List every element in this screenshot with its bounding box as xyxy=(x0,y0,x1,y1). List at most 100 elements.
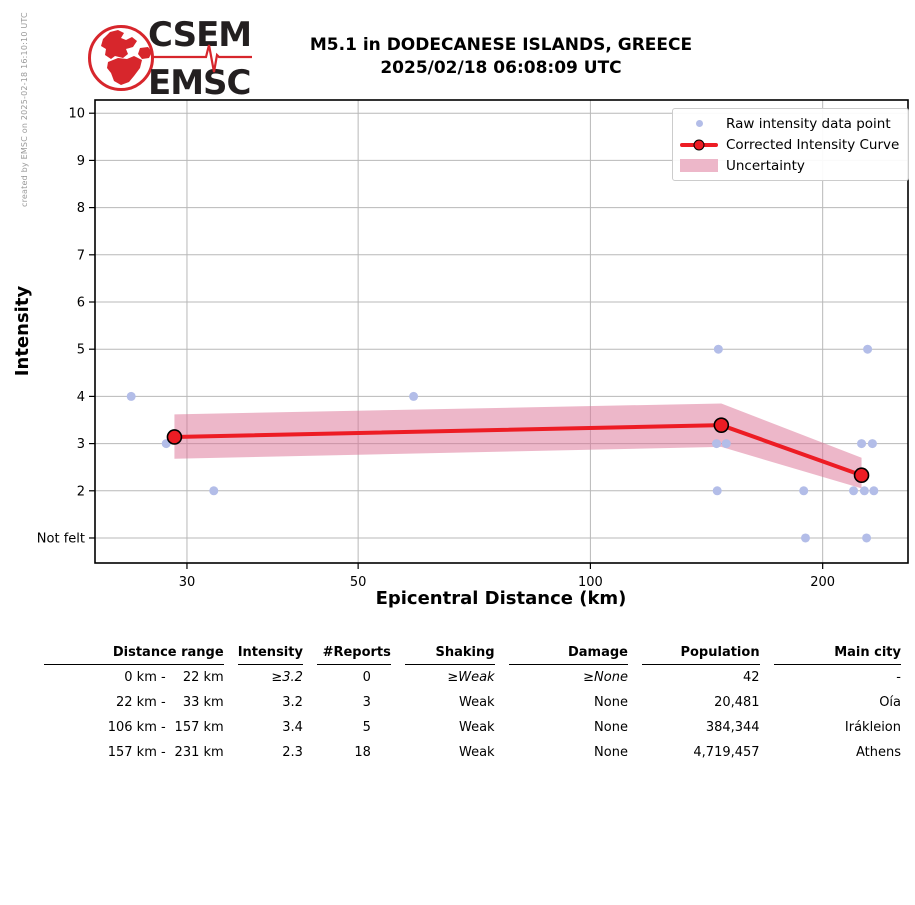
raw-data-point xyxy=(721,439,731,449)
raw-data-point xyxy=(867,439,877,449)
cell-intensity: 3.4 xyxy=(282,720,303,735)
cell-damage: ≥None xyxy=(583,670,628,685)
uncertainty-band xyxy=(174,403,862,489)
cell-intensity: 3.2 xyxy=(282,695,303,710)
raw-data-point xyxy=(849,486,859,496)
curve-swatch-icon xyxy=(680,134,718,155)
cell-distance-range: 22 km -33 km xyxy=(115,695,224,710)
raw-data-point xyxy=(859,486,869,496)
raw-data-point xyxy=(799,486,809,496)
cell-reports: 18 xyxy=(354,745,371,760)
cell-distance-range: 0 km -22 km xyxy=(124,670,224,685)
table-row: 157 km -231 km 2.3 18 Weak None 4,719,45… xyxy=(44,740,901,765)
cell-shaking: Weak xyxy=(458,720,495,735)
watermark-created-by: created by EMSC on 2025-02-18 16:10:10 U… xyxy=(20,12,29,207)
cell-distance-range: 106 km -157 km xyxy=(107,720,224,735)
raw-data-point xyxy=(800,533,810,543)
raw-data-point xyxy=(857,439,867,449)
chart-title-line2: 2025/02/18 06:08:09 UTC xyxy=(380,58,622,78)
seismogram-trace-icon xyxy=(152,44,252,73)
x-tick-label: 100 xyxy=(578,575,603,590)
header-population: Population xyxy=(641,638,760,665)
header-intensity: Intensity xyxy=(237,638,303,665)
table-row: 22 km -33 km 3.2 3 Weak None 20,481 Oía xyxy=(44,690,901,715)
cell-damage: None xyxy=(594,695,628,710)
cell-intensity: ≥3.2 xyxy=(271,670,303,685)
y-tick-label: 6 xyxy=(77,296,85,311)
uncertainty-swatch-icon xyxy=(680,155,718,176)
cell-shaking: ≥Weak xyxy=(447,670,495,685)
raw-data-point xyxy=(862,533,872,543)
raw-data-point xyxy=(863,344,873,354)
emsc-logo: CSEM EMSC xyxy=(88,12,260,104)
legend-item-raw: Raw intensity data point xyxy=(673,113,908,134)
logo-text-emsc: EMSC xyxy=(148,63,251,103)
y-tick-label: 2 xyxy=(77,484,85,499)
y-tick-label: 7 xyxy=(77,248,85,263)
x-tick-label: 200 xyxy=(810,575,835,590)
cell-population: 384,344 xyxy=(705,720,760,735)
cell-shaking: Weak xyxy=(458,745,495,760)
raw-data-point xyxy=(869,486,879,496)
cell-main-city: - xyxy=(896,670,901,685)
y-tick-label: Not felt xyxy=(37,531,85,546)
corrected-curve-marker xyxy=(713,417,730,433)
intensity-report-table: Distance range Intensity #Reports Shakin… xyxy=(30,638,915,765)
header-damage: Damage xyxy=(508,638,628,665)
raw-data-point xyxy=(712,486,722,496)
header-main-city: Main city xyxy=(773,638,901,665)
cell-reports: 3 xyxy=(362,695,371,710)
raw-data-point xyxy=(409,391,419,401)
cell-population: 20,481 xyxy=(714,695,760,710)
table-row: 106 km -157 km 3.4 5 Weak None 384,344 I… xyxy=(44,715,901,740)
legend-item-curve: Corrected Intensity Curve xyxy=(673,134,908,155)
x-tick-label: 50 xyxy=(350,575,367,590)
logo-text-csem: CSEM xyxy=(148,15,251,55)
chart-title: M5.1 in DODECANESE ISLANDS, GREECE 2025/… xyxy=(240,34,762,80)
cell-main-city: Athens xyxy=(855,745,901,760)
raw-data-point xyxy=(209,486,219,496)
chart-title-line1: M5.1 in DODECANESE ISLANDS, GREECE xyxy=(309,35,693,55)
corrected-curve-marker xyxy=(853,467,870,484)
cell-reports: 5 xyxy=(362,720,371,735)
globe-landmass-east xyxy=(138,47,152,59)
cell-intensity: 2.3 xyxy=(282,745,303,760)
intensity-distance-chart: 30 50 100 200 10 9 8 7 6 5 4 3 2 Not felt xyxy=(37,99,909,590)
cell-shaking: Weak xyxy=(458,695,495,710)
table-row: 0 km -22 km ≥3.2 0 ≥Weak ≥None 42 - xyxy=(44,665,901,690)
raw-point-swatch-icon xyxy=(680,113,718,134)
y-tick-label: 5 xyxy=(77,343,85,358)
table-header-row: Distance range Intensity #Reports Shakin… xyxy=(44,638,901,665)
cell-main-city: Oía xyxy=(879,695,901,710)
cell-damage: None xyxy=(594,745,628,760)
cell-main-city: Irákleion xyxy=(844,720,901,735)
cell-population: 42 xyxy=(743,670,760,685)
cell-population: 4,719,457 xyxy=(693,745,760,760)
legend-label-raw: Raw intensity data point xyxy=(726,115,891,132)
y-tick-label: 4 xyxy=(77,390,85,405)
y-tick-label: 10 xyxy=(68,107,85,122)
y-tick-label: 3 xyxy=(77,437,85,452)
corrected-curve-marker xyxy=(166,429,183,445)
raw-data-point xyxy=(712,439,722,449)
header-shaking: Shaking xyxy=(404,638,495,665)
header-reports: #Reports xyxy=(316,638,391,665)
raw-data-point xyxy=(713,344,723,354)
legend: Raw intensity data point Corrected Inten… xyxy=(672,108,909,181)
raw-data-point xyxy=(126,391,136,401)
x-tick-label: 30 xyxy=(179,575,196,590)
cell-damage: None xyxy=(594,720,628,735)
plot-border xyxy=(94,99,909,564)
globe-landmass-europe xyxy=(101,30,137,59)
emsc-logo-graphic: CSEM EMSC xyxy=(88,15,252,103)
x-axis-label: Epicentral Distance (km) xyxy=(375,588,627,609)
legend-item-uncertainty: Uncertainty xyxy=(673,155,908,176)
cell-reports: 0 xyxy=(362,670,371,685)
y-tick-label: 8 xyxy=(77,201,85,216)
y-axis-label: Intensity xyxy=(12,285,33,377)
y-tick-label: 9 xyxy=(77,154,85,169)
globe-landmass-africa xyxy=(107,56,142,85)
header-distance-range: Distance range xyxy=(44,638,224,665)
cell-distance-range: 157 km -231 km xyxy=(107,745,224,760)
